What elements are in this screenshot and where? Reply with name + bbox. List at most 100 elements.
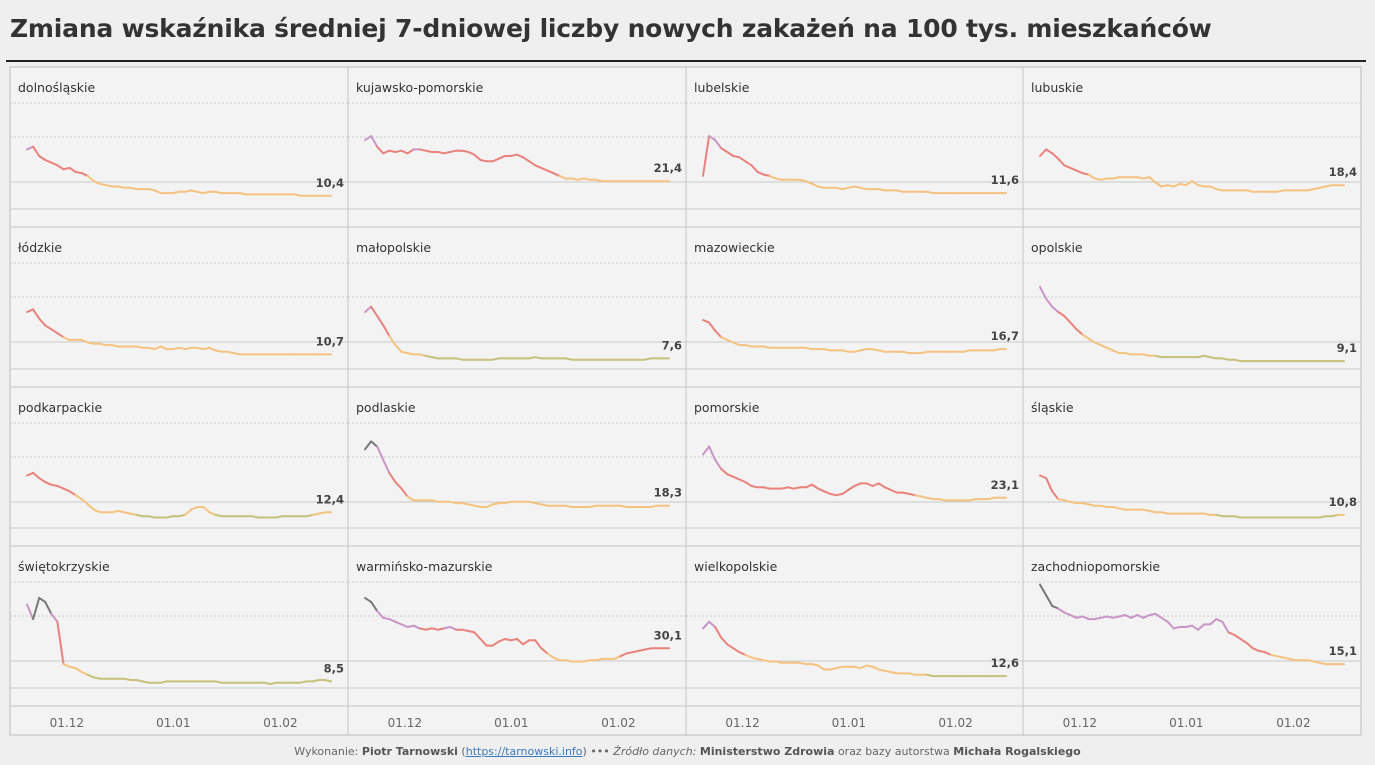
series-segment (394, 620, 403, 626)
series-segment (196, 190, 205, 195)
series-segment (546, 169, 555, 175)
series-segment (570, 177, 579, 181)
series-segment (564, 357, 573, 361)
series-segment (32, 471, 41, 480)
last-value-label: 18,4 (1329, 165, 1357, 179)
series-segment (1063, 315, 1072, 324)
series-segment (1160, 184, 1169, 188)
last-value-label: 7,6 (662, 338, 682, 352)
series-segment (1130, 614, 1139, 619)
series-segment (799, 178, 807, 183)
series-segment (461, 149, 470, 153)
series-segment (546, 652, 555, 659)
series-segment (437, 151, 445, 155)
series-segment (491, 502, 500, 506)
series-segment (1063, 499, 1072, 503)
series-segment (1148, 176, 1157, 184)
series-segment (986, 496, 995, 501)
series-segment (1227, 631, 1236, 636)
series-segment (111, 344, 120, 348)
series-segment (1112, 615, 1120, 619)
series-segment (449, 626, 458, 631)
series-segment (1191, 624, 1200, 631)
series-segment (32, 308, 41, 320)
series-segment (455, 357, 464, 361)
series-segment (1264, 651, 1272, 656)
series-segment (774, 177, 783, 181)
series-segment (841, 488, 850, 495)
series-segment (44, 600, 53, 615)
series-segment (1221, 357, 1230, 361)
panel-title: opolskie (1031, 240, 1083, 255)
series-segment (1142, 353, 1151, 357)
panel-podlaskie: podlaskie 18,3 (348, 400, 686, 529)
series-segment (1160, 511, 1169, 515)
series-segment (263, 681, 272, 685)
last-value-label: 30,1 (654, 628, 682, 642)
series-segment (56, 332, 65, 339)
series-segment (62, 487, 71, 493)
panel-title: kujawsko-pomorskie (356, 80, 484, 95)
series-segment (62, 663, 71, 668)
series-segment (1124, 352, 1133, 356)
series-segment (388, 471, 397, 484)
series-segment (251, 515, 259, 519)
series-segment (86, 503, 95, 511)
series-segment (1288, 657, 1297, 662)
series-segment (926, 496, 935, 501)
panel-title: podlaskie (356, 400, 416, 415)
series-segment (473, 504, 482, 508)
series-segment (208, 511, 217, 516)
series-segment (238, 192, 247, 196)
series-segment (26, 308, 35, 313)
series-segment (1233, 515, 1242, 519)
series-segment (1136, 176, 1145, 180)
x-tick-label: 01.01 (832, 716, 866, 730)
series-segment (1148, 612, 1157, 617)
series-segment (847, 185, 856, 189)
series-segment (80, 498, 89, 506)
series-segment (62, 336, 71, 341)
small-multiples-chart: dolnośląskie 10,4 kujawsko-pomorskie 21,4 lu… (9, 66, 1362, 736)
x-tick-label: 01.12 (388, 716, 422, 730)
series-segment (443, 151, 452, 155)
series-segment (1112, 176, 1120, 180)
series-segment (1057, 498, 1066, 502)
series-segment (1221, 620, 1230, 634)
series-segment (744, 653, 753, 659)
series-segment (522, 639, 531, 646)
series-segment (829, 492, 838, 497)
series-segment (829, 667, 838, 671)
series-segment (159, 680, 168, 684)
series-segment (509, 638, 518, 642)
series-segment (702, 445, 711, 456)
series-segment (50, 483, 59, 487)
footer-source-author: Michała Rogalskiego (953, 745, 1081, 758)
series-segment (382, 458, 391, 474)
series-segment (528, 356, 537, 360)
series-segment (376, 315, 385, 327)
series-segment (732, 647, 741, 654)
series-segment (1039, 285, 1048, 300)
series-segment (117, 185, 126, 189)
series-segment (178, 513, 187, 518)
panel-title: dolnośląskie (18, 80, 95, 95)
series-segment (418, 148, 427, 152)
footer-link[interactable]: https://tarnowski.info (465, 745, 583, 758)
series-segment (534, 356, 543, 360)
series-segment (382, 324, 391, 337)
footer: Wykonanie: Piotr Tarnowski (https://tarn… (294, 745, 1081, 758)
series-segment (117, 509, 126, 514)
series-segment (908, 492, 917, 497)
series-segment (582, 177, 591, 181)
series-segment (44, 324, 53, 331)
footer-author: Piotr Tarnowski (361, 745, 458, 758)
series-segment (461, 628, 470, 632)
series-segment (1330, 513, 1339, 518)
series-segment (732, 155, 741, 159)
series-segment (877, 668, 886, 672)
series-segment (38, 596, 47, 603)
panel-lubuskie: lubuskie 18,4 (1023, 80, 1361, 210)
series-segment (841, 186, 850, 191)
series-segment (792, 486, 801, 490)
